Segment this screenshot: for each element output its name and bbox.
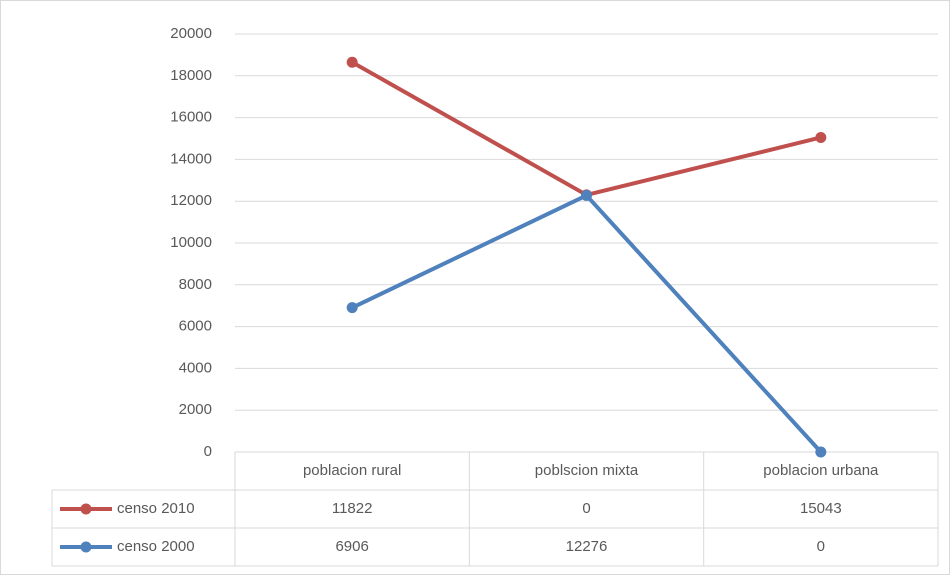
y-tick-label: 20000 bbox=[170, 25, 212, 42]
y-tick-label: 10000 bbox=[170, 234, 212, 251]
y-tick-label: 0 bbox=[204, 443, 212, 460]
table-cell: 11822 bbox=[332, 500, 373, 517]
legend-label: censo 2000 bbox=[117, 538, 195, 555]
series-marker bbox=[815, 131, 827, 143]
legend-marker bbox=[80, 541, 92, 553]
legend-label: censo 2010 bbox=[117, 500, 195, 517]
table-cell: 0 bbox=[817, 538, 825, 555]
category-label: poblacion rural bbox=[303, 462, 401, 479]
series-marker bbox=[815, 446, 827, 458]
y-tick-label: 16000 bbox=[170, 109, 212, 126]
y-tick-label: 14000 bbox=[170, 150, 212, 167]
category-label: poblacion urbana bbox=[763, 462, 879, 479]
legend-marker bbox=[80, 503, 92, 515]
series-marker bbox=[346, 56, 358, 68]
y-tick-label: 6000 bbox=[179, 318, 212, 335]
y-tick-label: 12000 bbox=[170, 192, 212, 209]
y-tick-label: 2000 bbox=[179, 401, 212, 418]
category-label: poblscion mixta bbox=[535, 462, 639, 479]
series-marker bbox=[346, 302, 358, 314]
y-tick-label: 8000 bbox=[179, 276, 212, 293]
table-cell: 12276 bbox=[566, 538, 608, 555]
table-cell: 6906 bbox=[335, 538, 368, 555]
series-marker bbox=[581, 189, 592, 201]
y-tick-label: 18000 bbox=[170, 67, 212, 84]
table-cell: 0 bbox=[582, 500, 590, 517]
y-tick-label: 4000 bbox=[179, 359, 212, 376]
table-cell: 15043 bbox=[800, 500, 842, 517]
